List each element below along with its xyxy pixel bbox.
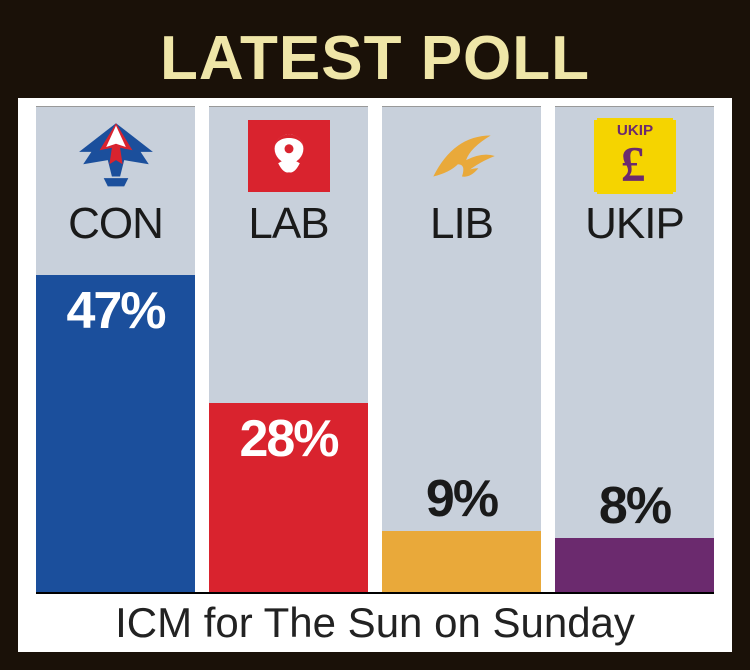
- bar-value: 28%: [209, 409, 368, 469]
- party-label: UKIP: [585, 197, 684, 255]
- bar-zone: 8%: [555, 255, 714, 592]
- bar: 28%: [209, 403, 368, 592]
- bar-zone: 47%: [36, 255, 195, 592]
- bar: 47%: [36, 275, 195, 592]
- party-logo-lib-icon: [382, 107, 541, 197]
- party-label: LIB: [430, 197, 493, 255]
- party-column-lib: LIB 9%: [382, 106, 541, 592]
- party-column-con: CON 47%: [36, 106, 195, 592]
- bar-value: 8%: [555, 476, 714, 536]
- party-column-ukip: UKIP £ UKIP 8%: [555, 106, 714, 592]
- party-label: CON: [68, 197, 163, 255]
- bar-zone: 28%: [209, 255, 368, 592]
- bar-value: 47%: [36, 281, 195, 341]
- bar-zone: 9%: [382, 255, 541, 592]
- party-logo-lab-icon: [209, 107, 368, 197]
- party-logo-ukip-icon: UKIP £: [555, 107, 714, 197]
- svg-text:£: £: [620, 137, 645, 192]
- graphic-footer: ICM for The Sun on Sunday: [36, 592, 714, 652]
- bar-value: 9%: [382, 469, 541, 529]
- graphic-title: LATEST POLL: [18, 18, 732, 98]
- bar: 8%: [555, 538, 714, 592]
- party-logo-con-icon: [36, 107, 195, 197]
- bar: 9%: [382, 531, 541, 592]
- party-column-lab: LAB 28%: [209, 106, 368, 592]
- chart-area: CON 47% LAB 28% LIB 9% UKIP £ UKIP 8%: [18, 98, 732, 592]
- party-label: LAB: [248, 197, 328, 255]
- poll-graphic: LATEST POLL CON 47% LAB 28% LIB 9%: [0, 0, 750, 670]
